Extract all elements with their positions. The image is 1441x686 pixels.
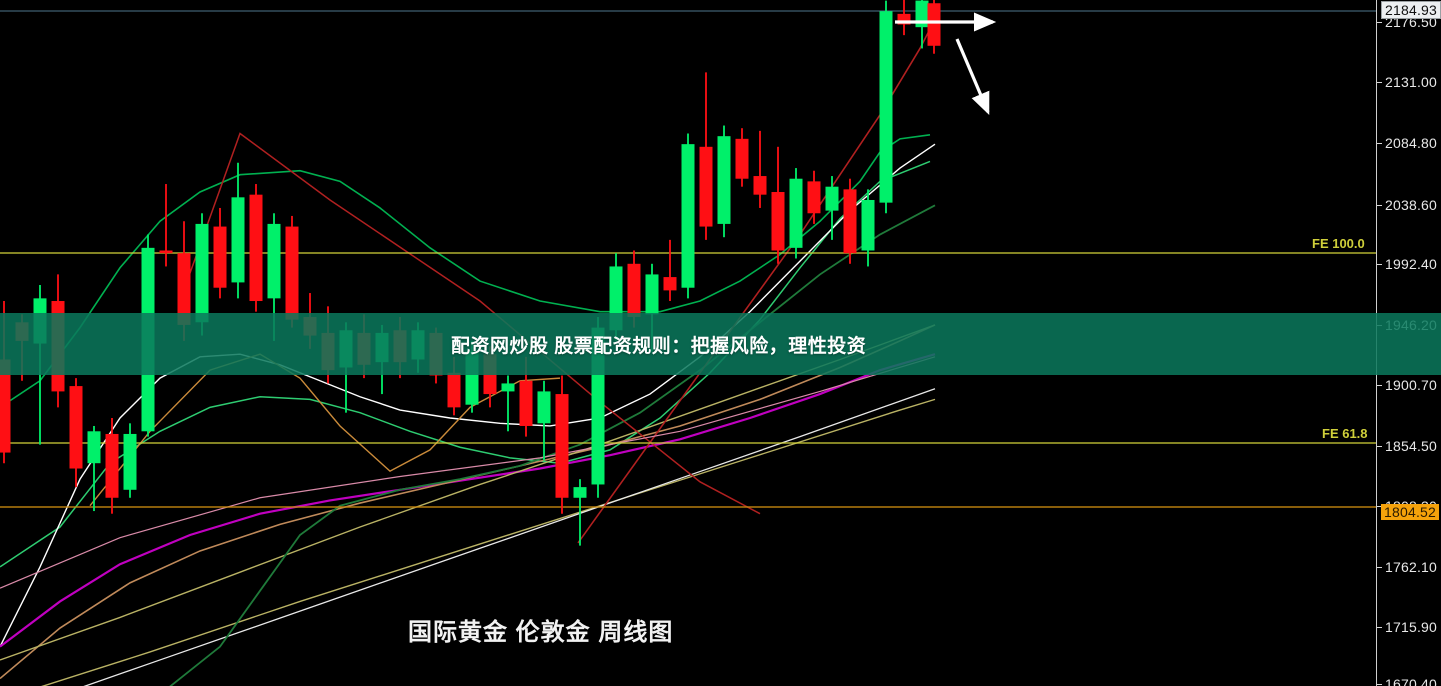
axis-tick-mark xyxy=(1377,567,1441,568)
current-price-label-marker[interactable]: 1804.52 xyxy=(1381,504,1440,520)
axis-price-label: 1900.70 xyxy=(1385,377,1438,393)
axis-price-label: 2084.80 xyxy=(1385,135,1438,151)
fibonacci-level-label: FE 61.8 xyxy=(1322,426,1368,441)
chart-caption: 国际黄金 伦敦金 周线图 xyxy=(408,619,674,646)
axis-price-label: 1715.90 xyxy=(1385,619,1438,635)
axis-tick-mark xyxy=(1377,205,1441,206)
axis-tick-mark xyxy=(1377,264,1441,265)
promo-banner-text: 配资网炒股 股票配资规则：把握风险，理性投资 xyxy=(451,335,867,357)
promo-banner-overlay: 配资网炒股 股票配资规则：把握风险，理性投资 xyxy=(0,313,1441,375)
axis-price-label: 1762.10 xyxy=(1385,559,1438,575)
axis-tick-mark xyxy=(1377,82,1441,83)
axis-tick-mark xyxy=(1377,506,1441,507)
axis-price-label: 2131.00 xyxy=(1385,74,1438,90)
axis-tick-mark xyxy=(1377,627,1441,628)
axis-price-label: 1670.40 xyxy=(1385,676,1438,686)
fibonacci-level-label: FE 100.0 xyxy=(1312,236,1365,251)
axis-tick-mark xyxy=(1377,22,1441,23)
axis-tick-mark xyxy=(1377,143,1441,144)
axis-tick-mark xyxy=(1377,684,1441,685)
axis-price-label: 2038.60 xyxy=(1385,197,1438,213)
axis-tick-mark xyxy=(1377,385,1441,386)
axis-price-label: 1854.50 xyxy=(1385,438,1438,454)
axis-price-label: 1992.40 xyxy=(1385,256,1438,272)
axis-tick-mark xyxy=(1377,446,1441,447)
current-price-label-high[interactable]: 2184.93 xyxy=(1381,1,1441,19)
